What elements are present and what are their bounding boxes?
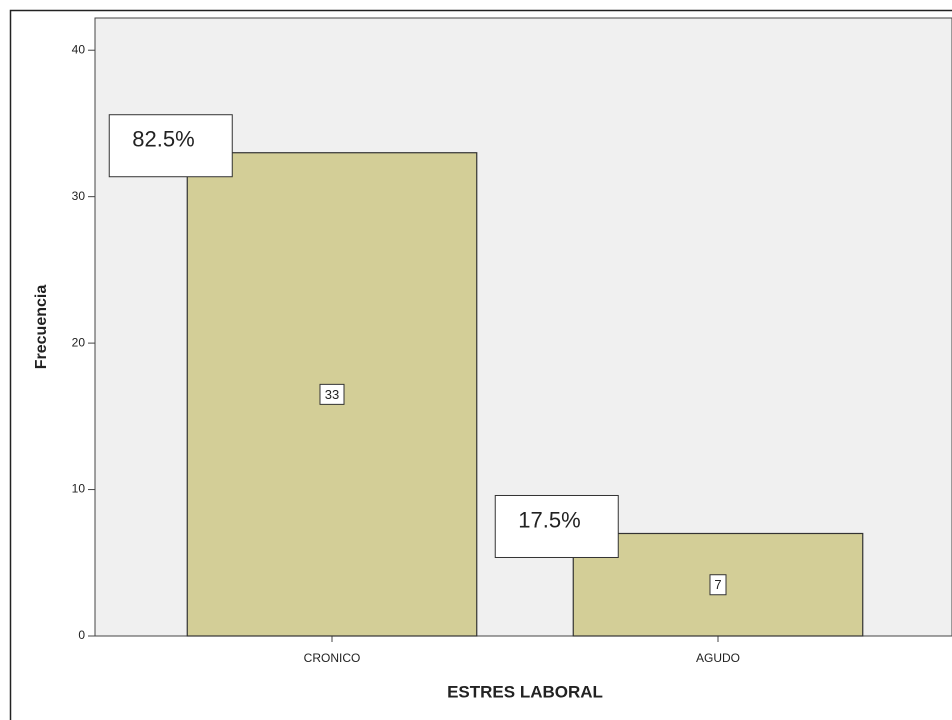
y-tick-label: 30 [72,189,86,203]
annotation-box [108,114,233,178]
y-tick-label: 10 [72,482,86,496]
annotation-box [494,494,619,558]
data-label: 33 [325,387,339,402]
annotation: 82.5% [132,127,194,152]
data-label-box [319,383,345,405]
x-tick-label: CRONICO [304,651,361,665]
data-label: 7 [714,577,721,592]
x-axis-label: ESTRES LABORAL [447,682,603,701]
data-label-box [709,574,727,596]
bar [572,532,864,637]
y-tick-label: 40 [72,42,86,56]
x-tick-label: AGUDO [696,651,740,665]
annotation: 17.5% [518,507,580,532]
y-tick-label: 0 [78,628,85,642]
y-tick-label: 20 [72,335,86,349]
y-axis-label: Frecuencia [33,285,50,370]
